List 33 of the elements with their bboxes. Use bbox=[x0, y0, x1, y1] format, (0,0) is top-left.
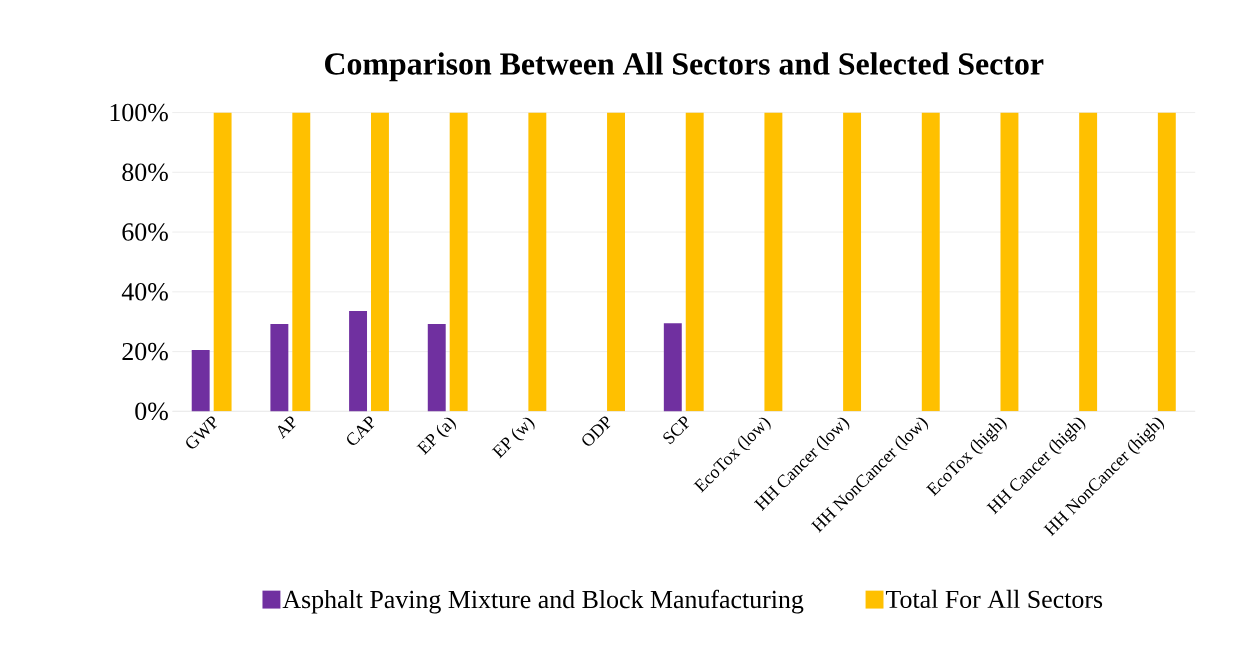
bar bbox=[607, 112, 625, 412]
bar bbox=[1157, 112, 1176, 412]
legend-label: Total For All Sectors bbox=[885, 589, 1103, 608]
bar bbox=[663, 323, 682, 412]
x-tick-label: EP (w) bbox=[491, 417, 535, 459]
bar bbox=[371, 112, 389, 412]
chart-title: Comparison Between All Sectors and Selected Sector bbox=[325, 52, 1044, 81]
y-tick-label: 60% bbox=[122, 223, 168, 241]
bar bbox=[764, 112, 783, 412]
bar bbox=[843, 112, 862, 412]
x-tick-label: SCP bbox=[663, 416, 690, 445]
bar bbox=[349, 310, 368, 412]
y-tick-label: 80% bbox=[122, 163, 168, 181]
y-tick-label: 100% bbox=[110, 103, 168, 122]
bar bbox=[1000, 112, 1019, 412]
bar bbox=[270, 323, 289, 412]
bar bbox=[528, 112, 547, 412]
bar bbox=[449, 112, 468, 412]
x-tick-label: EP (a) bbox=[416, 417, 456, 455]
bar bbox=[921, 112, 940, 412]
bar bbox=[191, 349, 210, 412]
y-tick-label: 40% bbox=[121, 282, 168, 301]
bar bbox=[213, 112, 232, 412]
y-tick-label: 0% bbox=[135, 402, 168, 420]
y-tick-label: 20% bbox=[122, 342, 168, 361]
x-tick-label: CAP bbox=[347, 416, 375, 445]
legend-label: Asphalt Paving Mixture and Block Manufacturing bbox=[282, 589, 804, 614]
x-tick-label: ODP bbox=[582, 416, 611, 446]
bar bbox=[292, 112, 311, 412]
bar bbox=[1079, 112, 1098, 412]
bar bbox=[427, 323, 446, 412]
bar bbox=[685, 112, 704, 412]
x-tick-label: AP bbox=[278, 416, 296, 439]
